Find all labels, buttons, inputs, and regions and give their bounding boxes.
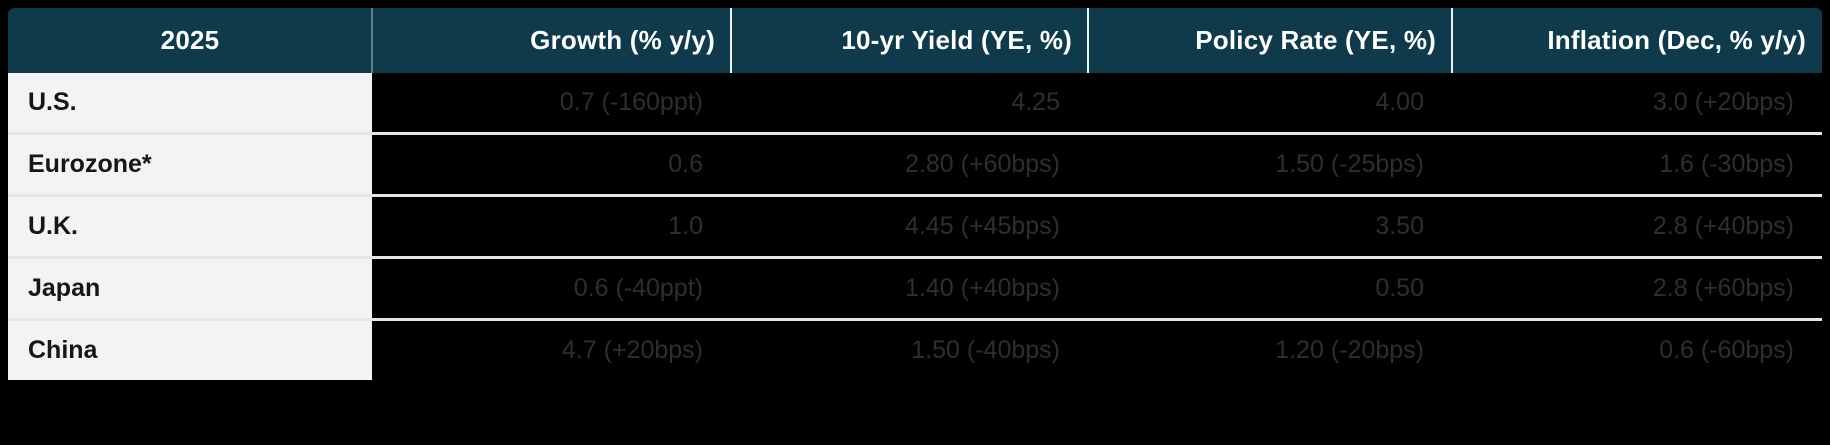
growth-value: 4.7 (+20bps) bbox=[372, 321, 731, 380]
region-label: Eurozone* bbox=[8, 135, 372, 194]
inflation-value: 3.0 (+20bps) bbox=[1452, 73, 1822, 132]
table-row-uk: U.K. 1.0 4.45 (+45bps) 3.50 2.8 (+40bps) bbox=[8, 194, 1822, 256]
yield-value: 1.40 (+40bps) bbox=[731, 259, 1088, 318]
header-cell-inflation: Inflation (Dec, % y/y) bbox=[1451, 8, 1822, 73]
table-header-row: 2025 Growth (% y/y) 10-yr Yield (YE, %) … bbox=[8, 8, 1822, 73]
region-label: U.K. bbox=[8, 197, 372, 256]
table-row-eurozone: Eurozone* 0.6 2.80 (+60bps) 1.50 (-25bps… bbox=[8, 132, 1822, 194]
table-row-japan: Japan 0.6 (-40ppt) 1.40 (+40bps) 0.50 2.… bbox=[8, 256, 1822, 318]
inflation-value: 0.6 (-60bps) bbox=[1452, 321, 1822, 380]
header-cell-policy-rate: Policy Rate (YE, %) bbox=[1087, 8, 1452, 73]
header-cell-10yr-yield: 10-yr Yield (YE, %) bbox=[730, 8, 1088, 73]
policy-rate-value: 1.50 (-25bps) bbox=[1088, 135, 1452, 194]
yield-value: 1.50 (-40bps) bbox=[731, 321, 1088, 380]
header-cell-growth: Growth (% y/y) bbox=[371, 8, 731, 73]
growth-value: 0.7 (-160ppt) bbox=[372, 73, 731, 132]
yield-value: 2.80 (+60bps) bbox=[731, 135, 1088, 194]
inflation-value: 1.6 (-30bps) bbox=[1452, 135, 1822, 194]
table-row-us: U.S. 0.7 (-160ppt) 4.25 4.00 3.0 (+20bps… bbox=[8, 73, 1822, 132]
table-row-china: China 4.7 (+20bps) 1.50 (-40bps) 1.20 (-… bbox=[8, 318, 1822, 380]
growth-value: 0.6 bbox=[372, 135, 731, 194]
inflation-value: 2.8 (+40bps) bbox=[1452, 197, 1822, 256]
region-label: U.S. bbox=[8, 73, 372, 132]
policy-rate-value: 3.50 bbox=[1088, 197, 1452, 256]
growth-value: 1.0 bbox=[372, 197, 731, 256]
yield-value: 4.45 (+45bps) bbox=[731, 197, 1088, 256]
header-cell-year: 2025 bbox=[160, 25, 220, 55]
forecast-table: 2025 Growth (% y/y) 10-yr Yield (YE, %) … bbox=[8, 8, 1822, 380]
policy-rate-value: 0.50 bbox=[1088, 259, 1452, 318]
growth-value: 0.6 (-40ppt) bbox=[372, 259, 731, 318]
region-label: China bbox=[8, 321, 372, 380]
region-label: Japan bbox=[8, 259, 372, 318]
policy-rate-value: 4.00 bbox=[1088, 73, 1452, 132]
policy-rate-value: 1.20 (-20bps) bbox=[1088, 321, 1452, 380]
inflation-value: 2.8 (+60bps) bbox=[1452, 259, 1822, 318]
yield-value: 4.25 bbox=[731, 73, 1088, 132]
